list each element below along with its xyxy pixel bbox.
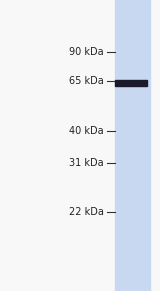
Text: 31 kDa: 31 kDa bbox=[69, 158, 104, 168]
Text: 40 kDa: 40 kDa bbox=[69, 126, 104, 136]
Text: 90 kDa: 90 kDa bbox=[69, 47, 104, 57]
Bar bbox=[115, 80, 147, 86]
Bar bbox=[115, 0, 150, 291]
Text: 65 kDa: 65 kDa bbox=[69, 77, 104, 86]
Text: 22 kDa: 22 kDa bbox=[69, 207, 104, 217]
